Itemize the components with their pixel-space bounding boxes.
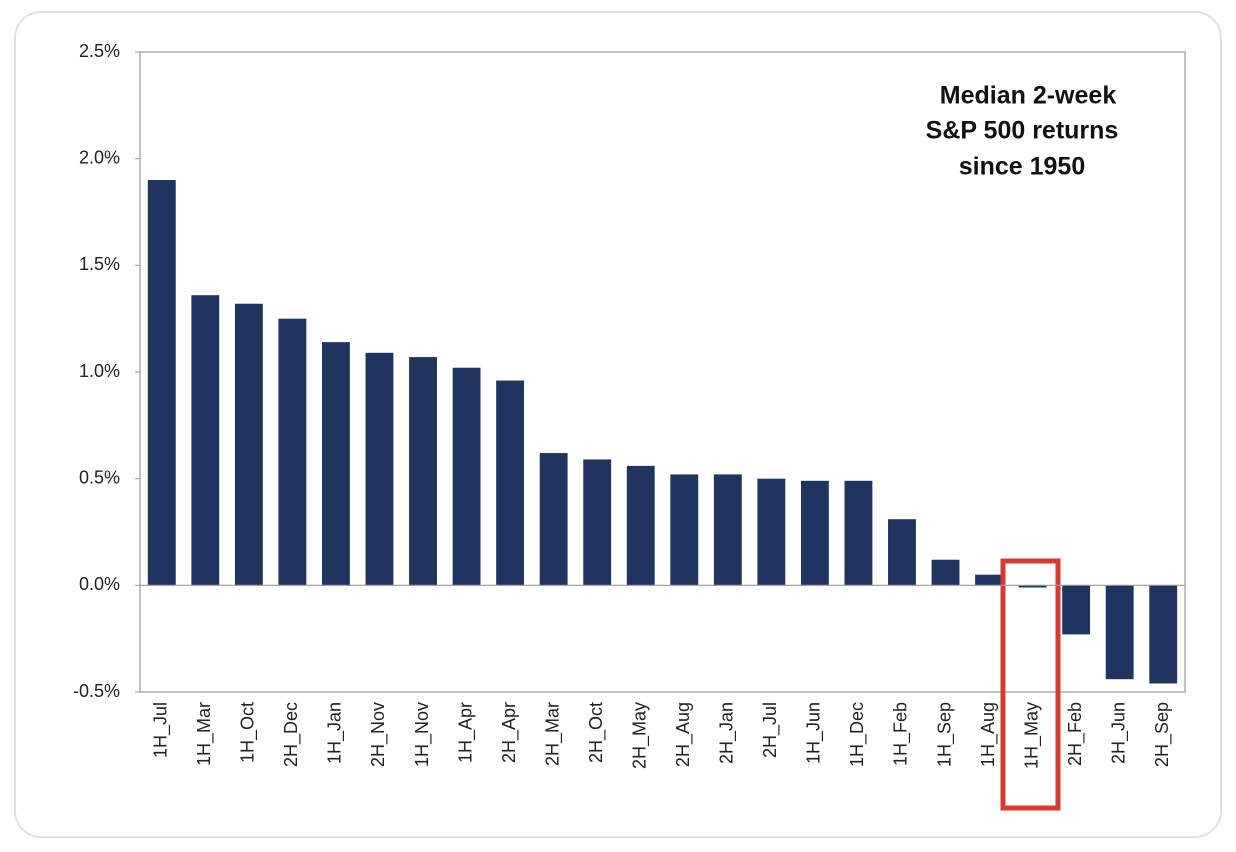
x-tick-label: 1H_Jan (325, 702, 346, 764)
bar (539, 453, 568, 586)
bar (1149, 585, 1178, 684)
x-tick-label: 2H_May (629, 702, 650, 769)
y-tick-label: -0.5% (73, 681, 120, 701)
x-tick-label: 1H_Aug (978, 702, 999, 767)
bar (670, 474, 699, 586)
bar (234, 303, 263, 586)
bar (191, 295, 220, 586)
x-tick-label: 1H_Dec (847, 702, 868, 767)
card (14, 11, 1222, 838)
x-tick-label: 2H_Jul (760, 702, 781, 758)
bar (365, 352, 394, 586)
x-tick-label: 1H_Mar (194, 702, 215, 766)
chart-title: S&P 500 returns (926, 117, 1119, 145)
bar (278, 318, 307, 586)
bar (322, 342, 350, 586)
x-tick-label: 1H_Oct (238, 702, 259, 763)
bar (626, 465, 655, 586)
x-tick-label: 2H_Nov (368, 702, 389, 767)
bar (583, 459, 612, 586)
x-tick-label: 2H_Apr (499, 702, 520, 763)
bar (888, 519, 916, 586)
x-tick-label: 2H_Mar (542, 702, 563, 766)
y-tick-label: 2.5% (79, 41, 120, 61)
bar (496, 380, 525, 586)
y-tick-label: 2.0% (79, 147, 120, 167)
bar (800, 480, 829, 586)
bars (147, 180, 1178, 684)
y-tick-label: 0.0% (79, 574, 120, 594)
x-tick-label: 1H_May (1021, 702, 1042, 769)
x-tick-label: 2H_Oct (586, 702, 607, 763)
bar (1062, 585, 1091, 635)
bar (452, 367, 481, 586)
x-tick-label: 2H_Aug (673, 702, 694, 767)
x-tick-label: 2H_Jun (1108, 702, 1129, 764)
bar (931, 559, 960, 586)
bar (147, 180, 176, 586)
x-tick-label: 2H_Sep (1152, 702, 1173, 767)
x-tick-label: 1H_Jul (151, 702, 172, 758)
bar (844, 480, 873, 586)
x-tick-label: 2H_Jan (717, 702, 738, 764)
y-tick-label: 1.0% (79, 361, 120, 381)
x-tick-label: 1H_Apr (455, 702, 476, 763)
x-tick-label: 1H_Nov (412, 702, 433, 767)
bar (1105, 585, 1134, 680)
y-tick-label: 0.5% (79, 467, 120, 487)
highlight-box (1000, 558, 1061, 811)
x-tick-label: 2H_Feb (1065, 702, 1086, 766)
chart-title: Median 2-week (940, 82, 1117, 110)
x-tick-label: 1H_Feb (891, 702, 912, 766)
x-tick-label: 2H_Dec (281, 702, 302, 767)
y-tick-label: 1.5% (79, 254, 120, 274)
bar (1018, 585, 1047, 588)
x-tick-label: 1H_Sep (934, 702, 955, 767)
x-tick-label: 1H_Jun (804, 702, 825, 764)
bar (975, 574, 1003, 586)
bar (757, 478, 786, 586)
chart-title: since 1950 (959, 153, 1086, 181)
bar (409, 357, 437, 586)
bar (713, 474, 742, 586)
